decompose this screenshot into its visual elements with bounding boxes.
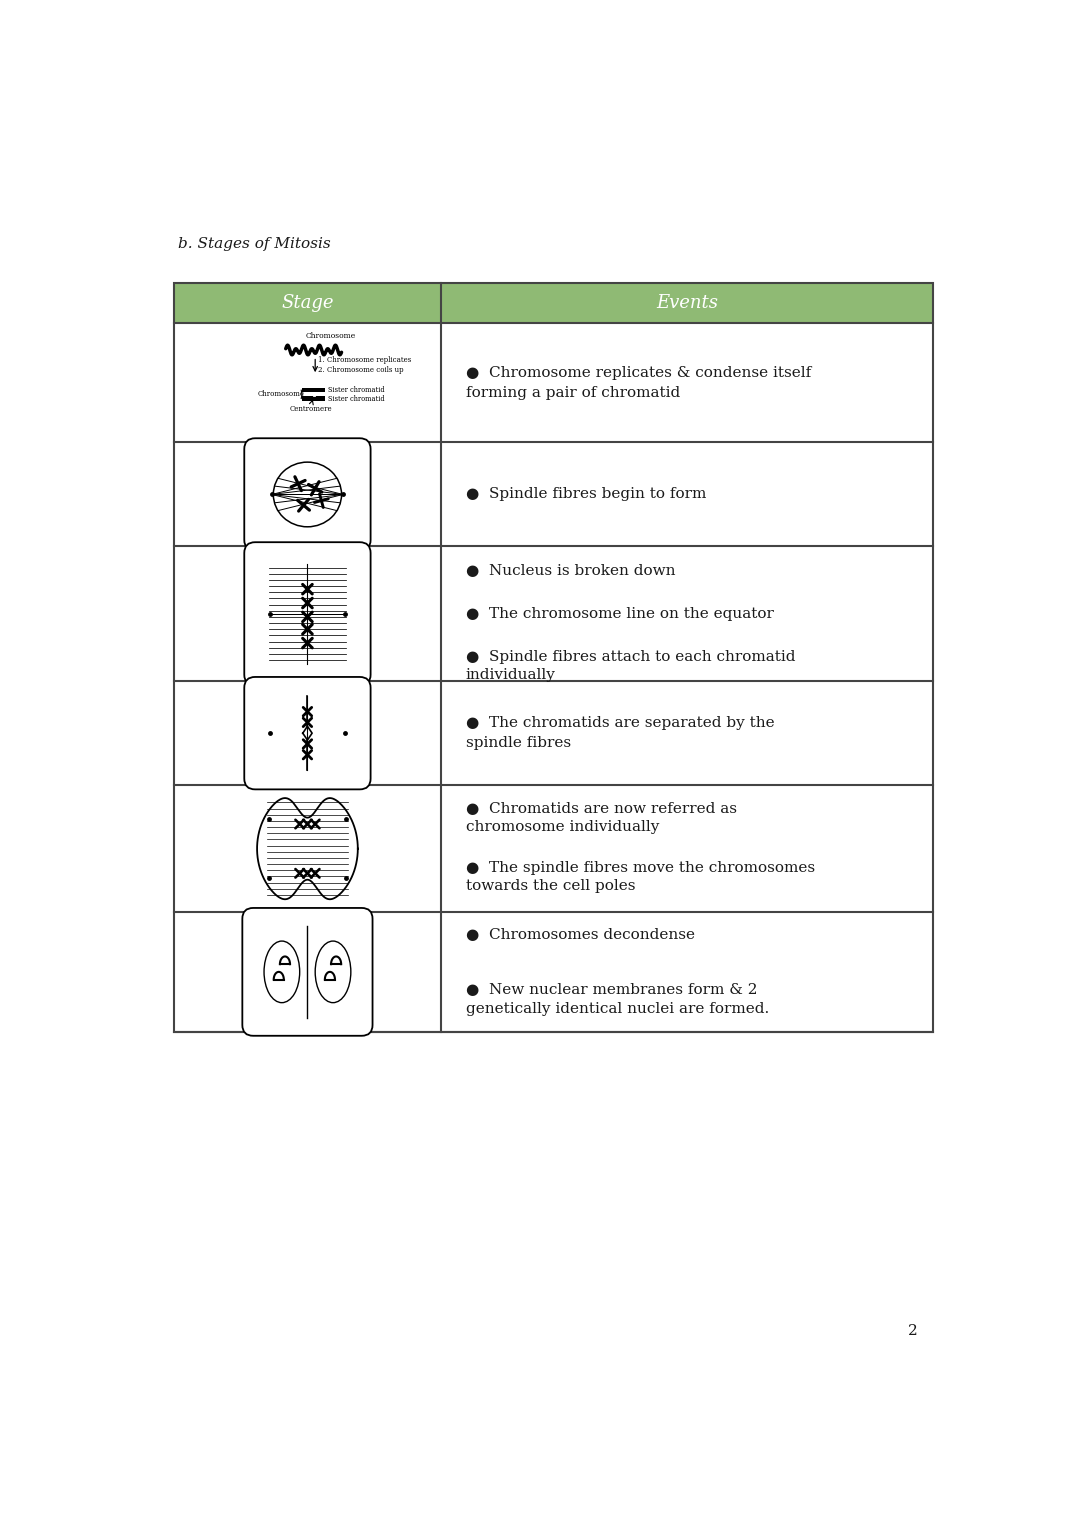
Text: Events: Events [657, 294, 718, 313]
Text: ●  The chromosome line on the equator: ● The chromosome line on the equator [465, 607, 773, 621]
Text: ●  Chromatids are now referred as
chromosome individually: ● Chromatids are now referred as chromos… [465, 802, 737, 834]
Text: ●  Nucleus is broken down: ● Nucleus is broken down [465, 564, 675, 578]
Text: ●  Chromosome replicates & condense itself
forming a pair of chromatid: ● Chromosome replicates & condense itsel… [465, 366, 811, 400]
FancyBboxPatch shape [302, 387, 325, 392]
FancyBboxPatch shape [244, 543, 370, 685]
FancyBboxPatch shape [174, 284, 933, 323]
Text: 1. Chromosome replicates: 1. Chromosome replicates [319, 357, 411, 364]
Text: ●  Spindle fibres attach to each chromatid
individually: ● Spindle fibres attach to each chromati… [465, 650, 796, 682]
FancyBboxPatch shape [242, 907, 373, 1035]
Text: Stage: Stage [281, 294, 334, 313]
FancyBboxPatch shape [244, 677, 370, 790]
FancyBboxPatch shape [302, 396, 325, 401]
Text: 2: 2 [908, 1324, 918, 1337]
Text: ●  Chromosomes decondense: ● Chromosomes decondense [465, 927, 694, 942]
Text: 2. Chromosome coils up: 2. Chromosome coils up [319, 366, 404, 375]
FancyBboxPatch shape [244, 438, 370, 551]
Text: b. Stages of Mitosis: b. Stages of Mitosis [177, 236, 330, 252]
Text: Sister chromatid: Sister chromatid [328, 395, 384, 403]
Text: ●  Spindle fibres begin to form: ● Spindle fibres begin to form [465, 488, 706, 502]
Text: Chromosome: Chromosome [306, 332, 355, 340]
Text: ●  The chromatids are separated by the
spindle fibres: ● The chromatids are separated by the sp… [465, 717, 774, 750]
Text: ●  The spindle fibres move the chromosomes
towards the cell poles: ● The spindle fibres move the chromosome… [465, 860, 815, 894]
Text: Centromere: Centromere [291, 406, 333, 413]
Text: ●  New nuclear membranes form & 2
genetically identical nuclei are formed.: ● New nuclear membranes form & 2 genetic… [465, 984, 769, 1016]
Text: Sister chromatid: Sister chromatid [328, 386, 384, 393]
Text: Chromosome: Chromosome [258, 390, 305, 398]
